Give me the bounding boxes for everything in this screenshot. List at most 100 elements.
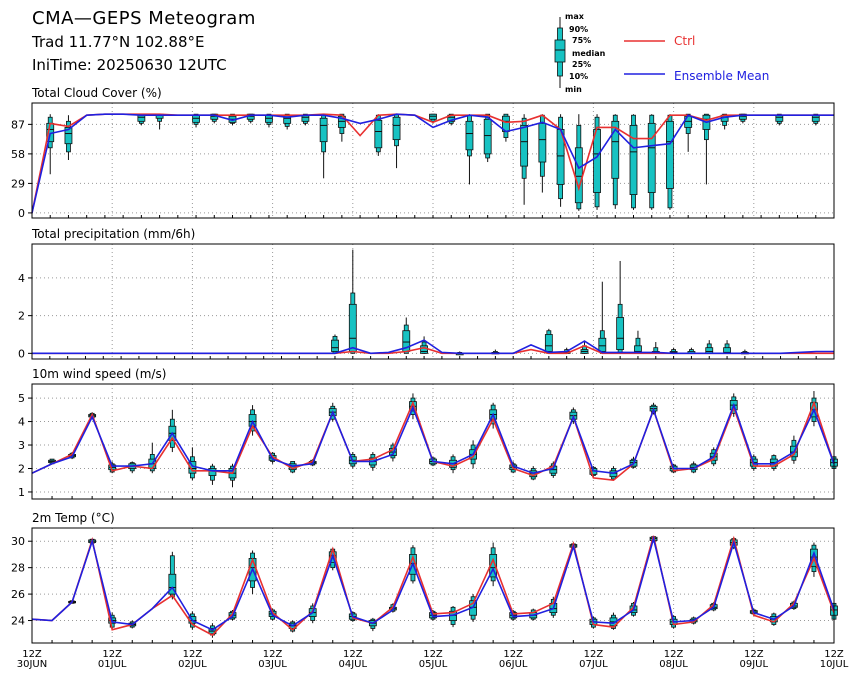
meteogram-title: CMA—GEPS Meteogram: [32, 8, 256, 29]
x-tick-label-date: 08JUL: [659, 659, 688, 670]
box-inner: [265, 114, 273, 123]
y-tick-label: 3: [18, 439, 25, 452]
x-tick-label-hour: 12Z: [824, 649, 844, 660]
panel-title: 10m wind speed (m/s): [32, 367, 166, 381]
panel-title: Total precipitation (mm/6h): [31, 227, 195, 241]
box-inner: [811, 114, 820, 122]
box-plot: [723, 340, 731, 354]
panel-2: Total precipitation (mm/6h) 0 2 4: [18, 227, 835, 360]
ensemble-mean-line: [31, 113, 834, 214]
y-tick-label: 29: [11, 177, 25, 190]
box-inner: [593, 129, 601, 193]
box-plot: [64, 115, 73, 160]
box-plot: [368, 617, 377, 632]
legend-key-label: 90%: [569, 25, 588, 34]
y-tick-label: 24: [11, 615, 25, 628]
box-plot: [449, 605, 457, 628]
box-inner: [616, 317, 625, 350]
box-plot: [188, 447, 197, 481]
y-tick-label: 2: [18, 310, 25, 323]
legend-key-label: median: [572, 49, 606, 58]
y-tick-label: 0: [18, 347, 25, 360]
box-inner: [611, 120, 620, 179]
box-plot: [687, 347, 696, 354]
box-inner: [192, 114, 200, 123]
panel-3: 10m wind speed (m/s) 1 2 3 4 5: [18, 367, 838, 500]
ensemble-mean-line: [32, 339, 834, 355]
box-inner: [520, 124, 529, 167]
x-tick-label-date: 09JUL: [740, 659, 769, 670]
y-tick-label: 0: [18, 207, 25, 220]
box-plot: [155, 113, 164, 130]
ensemble-mean-line: [31, 535, 835, 631]
box-inner: [319, 117, 328, 143]
box-inner: [392, 116, 401, 141]
x-tick-label-date: 04JUL: [339, 659, 368, 670]
box-inner: [429, 113, 437, 120]
box-inner: [544, 334, 553, 352]
y-tick-label: 4: [18, 272, 25, 285]
box-plot: [702, 113, 711, 185]
box-inner: [629, 124, 638, 195]
box-plot: [331, 334, 339, 354]
x-tick-label-date: 01JUL: [98, 659, 127, 670]
x-tick-label-hour: 12Z: [102, 649, 122, 660]
box-plot: [647, 114, 656, 210]
y-tick-label: 1: [18, 486, 25, 499]
box-inner: [538, 122, 547, 163]
box-plot: [544, 328, 553, 354]
panel-title: Total Cloud Cover (%): [31, 86, 162, 100]
box-plot: [502, 113, 510, 142]
x-tick-label-date: 02JUL: [178, 659, 207, 670]
y-tick-label: 5: [18, 392, 25, 405]
legend-key-label: min: [565, 85, 582, 94]
panel-frame: [31, 243, 835, 360]
box-plot: [616, 260, 625, 354]
x-tick-label-hour: 12Z: [503, 649, 523, 660]
legend-mean-label: Ensemble Mean: [674, 69, 769, 83]
box-inner: [647, 122, 656, 193]
x-tick-label-date: 05JUL: [419, 659, 448, 670]
box-inner: [775, 114, 784, 122]
y-tick-label: 58: [11, 148, 25, 161]
box-inner: [598, 337, 607, 352]
legend-key-label: 75%: [572, 36, 591, 45]
box-plot: [319, 114, 328, 179]
y-tick-label: 87: [11, 118, 25, 131]
box-plot: [108, 461, 117, 474]
box-plot: [598, 281, 607, 354]
box-inner: [465, 120, 474, 151]
box-inner: [374, 119, 383, 149]
box-plot: [168, 409, 177, 453]
box-plot: [629, 114, 638, 210]
x-tick-label-hour: 12Z: [423, 649, 443, 660]
x-tick-label-hour: 12Z: [183, 649, 203, 660]
x-tick-label-hour: 12Z: [343, 649, 363, 660]
panel-4: 2m Temp (°C) 24 26 28 30: [11, 511, 838, 644]
y-tick-label: 28: [11, 562, 25, 575]
station-location: Trad 11.77°N 102.88°E: [32, 33, 205, 51]
box-inner: [738, 113, 747, 120]
box-plot: [192, 113, 200, 128]
ensemble-mean-line: [31, 402, 835, 475]
box-inner: [168, 573, 177, 595]
x-tick-label-date: 10JUL: [820, 659, 849, 670]
init-time: IniTime: 20250630 12UTC: [32, 56, 227, 74]
x-tick-label-date: 30JUN: [17, 659, 47, 670]
panel-title: 2m Temp (°C): [32, 511, 115, 525]
x-tick-label-hour: 12Z: [664, 649, 684, 660]
x-tick-label-hour: 12Z: [584, 649, 604, 660]
box-inner: [574, 147, 583, 204]
y-tick-label: 2: [18, 462, 25, 475]
panel-frame: [31, 102, 835, 219]
legend-key-label: max: [565, 12, 585, 21]
box-plot: [420, 336, 428, 354]
y-tick-label: 30: [11, 535, 25, 548]
box-plot: [811, 113, 820, 126]
legend-key-label: 10%: [569, 72, 588, 81]
legend-box-inner: [554, 39, 566, 63]
box-inner: [64, 127, 73, 145]
box-plot: [348, 249, 357, 354]
box-plot: [705, 340, 714, 354]
box-plot: [666, 114, 674, 210]
